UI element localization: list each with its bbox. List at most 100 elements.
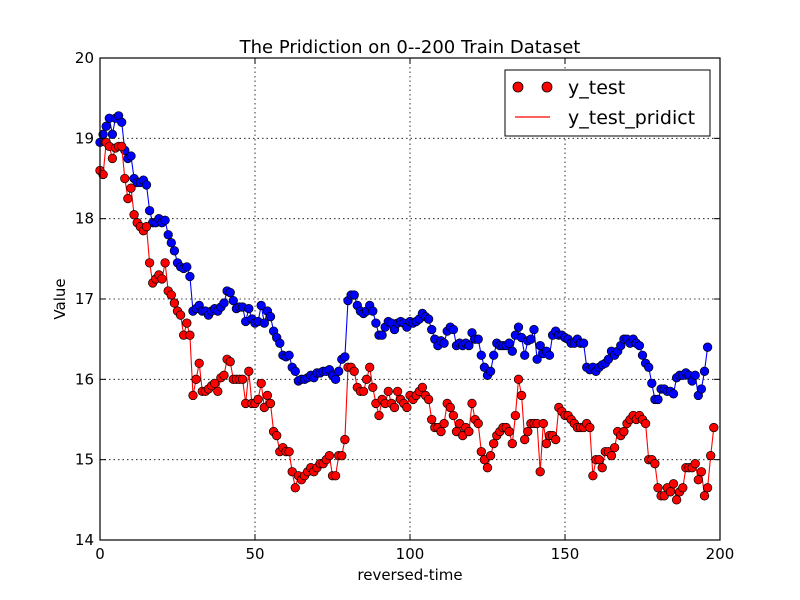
x-tick-label: 200 <box>706 545 735 563</box>
y-tick-label: 17 <box>75 290 94 308</box>
data-point-y-test <box>213 386 223 397</box>
data-point-y-test <box>188 390 198 401</box>
data-point-y-test <box>265 398 276 409</box>
data-point-y-test <box>392 386 403 397</box>
data-point-series-2 <box>228 295 238 306</box>
data-point-series-2 <box>126 151 136 161</box>
data-point-series-2 <box>256 300 266 311</box>
data-point-y-test <box>523 426 533 437</box>
data-point-y-test <box>551 434 561 445</box>
data-point-y-test <box>678 483 688 493</box>
data-point-series-2 <box>340 352 350 362</box>
data-point-y-test <box>609 442 620 453</box>
data-point-series-2 <box>427 324 437 335</box>
data-point-y-test <box>374 410 384 421</box>
data-point-series-2 <box>644 362 654 372</box>
data-point-series-2 <box>578 338 589 348</box>
data-point-y-test <box>520 434 530 445</box>
data-point-y-test <box>237 374 248 384</box>
data-point-y-test <box>436 426 446 437</box>
data-point-series-2 <box>368 306 378 316</box>
data-point-y-test <box>98 169 108 180</box>
data-point-series-2 <box>532 354 542 364</box>
data-point-series-2 <box>101 121 111 131</box>
legend-box <box>504 69 711 137</box>
data-point-y-test <box>702 483 713 493</box>
data-point-y-test <box>538 418 548 429</box>
data-point-y-test <box>262 390 273 401</box>
data-point-y-test <box>541 438 552 449</box>
data-point-y-test <box>585 422 595 433</box>
data-point-y-test <box>185 330 195 340</box>
data-point-y-test <box>256 378 266 389</box>
data-point-y-test <box>330 471 341 481</box>
data-point-y-test <box>606 451 617 461</box>
y-axis-label: Value <box>51 278 69 319</box>
data-point-y-test <box>504 426 514 437</box>
data-point-series-2 <box>526 334 536 344</box>
data-point-series-2 <box>489 350 499 360</box>
data-point-y-test <box>513 374 524 384</box>
data-point-y-test <box>690 459 700 469</box>
data-point-y-test <box>123 193 133 204</box>
data-point-series-2 <box>476 350 486 360</box>
data-point-y-test <box>290 483 300 493</box>
data-point-series-2 <box>244 303 254 314</box>
data-point-series-2 <box>160 215 170 225</box>
data-point-series-2 <box>371 318 381 328</box>
data-point-series-2 <box>448 324 459 335</box>
x-tick-label: 100 <box>396 545 425 563</box>
y-tick-label: 20 <box>75 49 94 67</box>
data-point-series-2 <box>275 338 285 348</box>
data-point-y-test <box>640 418 651 429</box>
legend-marker-y-test-left <box>512 81 524 93</box>
data-point-series-2 <box>377 330 387 340</box>
data-point-y-test <box>157 274 167 284</box>
data-point-series-2 <box>507 346 517 356</box>
data-point-series-2 <box>637 350 648 360</box>
data-point-series-2 <box>141 180 152 190</box>
data-point-series-2 <box>668 389 679 399</box>
data-point-y-test <box>182 318 192 328</box>
data-point-y-test <box>365 362 375 372</box>
data-point-series-2 <box>696 384 707 394</box>
grid-layer <box>100 58 720 540</box>
legend-label-y-test-pridict: y_test_pridict <box>568 107 695 129</box>
data-point-y-test <box>709 422 719 433</box>
data-point-series-2 <box>653 394 663 405</box>
data-point-y-test <box>361 374 372 384</box>
data-point-series-2 <box>690 370 700 380</box>
series-layer <box>95 111 719 505</box>
data-point-series-2 <box>634 340 645 351</box>
data-point-series-2 <box>535 340 545 351</box>
data-point-series-2 <box>259 318 269 328</box>
data-point-series-2 <box>702 342 713 352</box>
data-point-y-test <box>653 483 663 493</box>
data-point-y-test <box>120 173 130 184</box>
data-point-y-test <box>166 290 176 300</box>
data-point-y-test <box>473 418 483 429</box>
data-point-y-test <box>272 430 282 441</box>
data-point-y-test <box>210 378 220 389</box>
data-point-y-test <box>337 451 347 461</box>
data-point-y-test <box>117 141 127 152</box>
data-point-series-2 <box>219 298 229 308</box>
data-point-series-2 <box>647 378 657 389</box>
data-point-series-2 <box>513 322 524 332</box>
data-point-series-2 <box>439 338 449 348</box>
legend-label-y-test: y_test <box>568 77 625 99</box>
data-point-y-test <box>485 451 496 461</box>
data-point-series-2 <box>169 246 180 256</box>
data-point-y-test <box>510 410 521 421</box>
legend-marker-y-test-right <box>541 81 553 93</box>
data-point-y-test <box>594 455 604 465</box>
data-point-y-test <box>597 463 607 473</box>
data-point-series-2 <box>330 374 341 384</box>
data-point-y-test <box>650 459 660 469</box>
x-tick-label: 150 <box>551 545 580 563</box>
y-tick-label: 16 <box>75 370 94 388</box>
data-point-series-2 <box>107 129 118 139</box>
y-tick-label: 14 <box>75 531 94 549</box>
data-point-y-test <box>588 471 598 481</box>
